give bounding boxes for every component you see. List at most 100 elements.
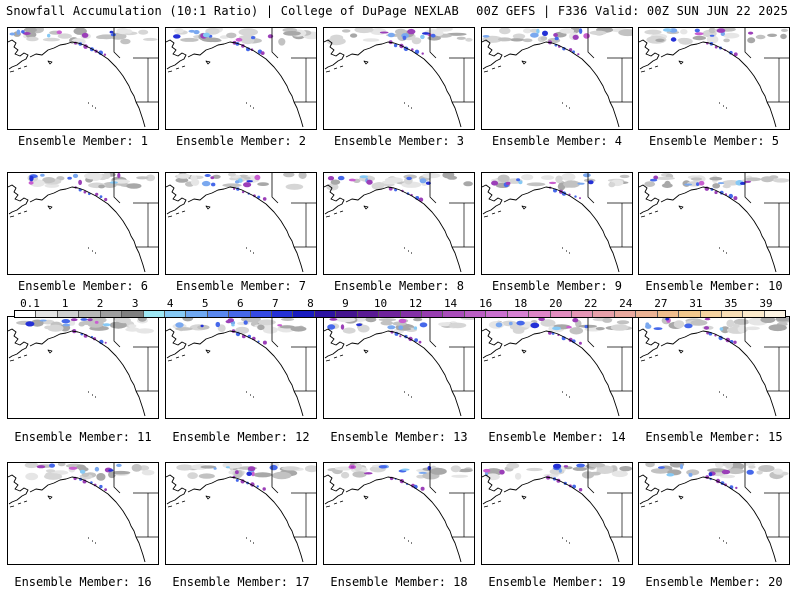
ensemble-map-panel	[481, 316, 633, 419]
alaska-south-coast	[660, 476, 758, 517]
snow-shading	[352, 471, 367, 478]
snowfall-blob	[518, 180, 523, 185]
pacific-nw-coast	[599, 80, 620, 128]
coastal-snow	[104, 341, 107, 344]
snow-shading	[136, 328, 154, 334]
aleutian-islands	[325, 210, 344, 218]
ensemble-member-label: Ensemble Member: 16	[14, 575, 152, 589]
coastal-snow	[578, 341, 582, 345]
colorbar-label: 10	[373, 297, 388, 310]
snow-shading	[589, 463, 606, 468]
kodiak-island	[363, 495, 369, 500]
colorbar-swatch	[57, 311, 80, 317]
snowfall-blob	[665, 317, 670, 321]
alaska-canada-border	[587, 173, 595, 204]
snow-shading	[678, 38, 693, 45]
coastal-snow	[262, 197, 267, 201]
snow-shading	[125, 327, 140, 332]
coastal-snow	[260, 51, 265, 55]
snow-shading	[772, 178, 789, 183]
aleutian-islands	[483, 500, 502, 508]
alaska-south-coast	[660, 330, 758, 371]
alaska-south-coast	[29, 330, 127, 371]
snow-shading	[521, 174, 534, 181]
snowfall-blob	[658, 466, 665, 469]
snowfall-blob	[22, 32, 31, 35]
snow-shading	[136, 176, 149, 180]
snowfall-blob	[516, 320, 525, 326]
snowfall-blob	[379, 31, 389, 34]
snowfall-blob	[70, 318, 78, 322]
snowfall-blob	[25, 321, 35, 327]
colorbar-swatch	[636, 311, 658, 317]
snowfall-blob	[215, 321, 221, 328]
hawaii-islands	[404, 102, 412, 109]
map-canvas	[324, 463, 474, 563]
snowfall-blob	[495, 322, 503, 328]
snowfall-blob	[364, 472, 373, 475]
ensemble-map-panel	[165, 172, 317, 275]
ensemble-map-panel	[323, 172, 475, 275]
colorbar-label: 22	[584, 297, 598, 310]
snow-shading	[177, 173, 190, 179]
ensemble-member-label: Ensemble Member: 10	[645, 279, 783, 293]
colorbar-label: 12	[408, 297, 423, 310]
kodiak-island	[205, 349, 211, 354]
ensemble-map-panel	[638, 316, 790, 419]
snowfall-blob	[173, 34, 181, 39]
snowfall-blob	[578, 28, 583, 34]
alaska-canada-border	[271, 173, 279, 204]
snow-shading	[174, 28, 184, 34]
hawaii-islands	[246, 537, 254, 544]
coastal-snow	[418, 340, 422, 344]
hawaii-islands	[404, 537, 412, 544]
snow-shading	[748, 465, 756, 469]
snow-shading	[608, 182, 616, 188]
snow-shading	[448, 322, 467, 329]
snow-shading	[137, 317, 147, 322]
coastal-snow	[578, 488, 583, 492]
alaska-south-coast	[29, 41, 127, 82]
snowfall-blob	[29, 175, 34, 182]
map-canvas	[324, 28, 474, 128]
snow-shading	[745, 177, 762, 182]
coastal-snow	[99, 195, 103, 198]
aleutian-islands	[640, 500, 659, 508]
snowfall-blob	[406, 176, 412, 181]
colorbar-swatch	[36, 311, 58, 317]
snowfall-blob	[243, 320, 248, 325]
kodiak-island	[521, 205, 527, 210]
snow-shading	[47, 324, 64, 332]
snow-shading	[342, 327, 356, 334]
ensemble-map-panel	[7, 462, 159, 565]
snowfall-blob	[49, 463, 55, 468]
snow-shading	[619, 174, 630, 179]
snow-shading	[24, 463, 39, 469]
hawaii-islands	[562, 247, 570, 254]
snowfall-blob	[398, 318, 407, 324]
snowfall-blob	[175, 322, 184, 328]
snow-shading	[457, 468, 473, 473]
snow-shading	[715, 463, 724, 469]
hawaii-islands	[246, 102, 254, 109]
snow-shading	[690, 177, 703, 181]
map-canvas	[482, 317, 632, 417]
snowfall-blob	[235, 180, 240, 184]
snow-shading	[692, 35, 706, 41]
snowfall-blob	[94, 320, 99, 324]
colorbar-swatch	[700, 311, 722, 317]
coastal-snow	[714, 190, 718, 195]
snow-shading	[126, 183, 142, 189]
snow-shading	[780, 33, 787, 40]
snow-shading	[569, 327, 584, 335]
alaska-canada-border	[113, 28, 121, 59]
snow-shading	[760, 317, 776, 323]
alaska-west-coast	[324, 328, 345, 359]
snowfall-blob	[269, 464, 278, 471]
alaska-west-coast	[166, 184, 187, 215]
snowfall-blob	[108, 469, 114, 472]
alaska-canada-border	[271, 28, 279, 59]
snowfall-blob	[356, 323, 363, 327]
alaska-south-coast	[187, 330, 285, 371]
snowfall-blob	[563, 465, 569, 468]
